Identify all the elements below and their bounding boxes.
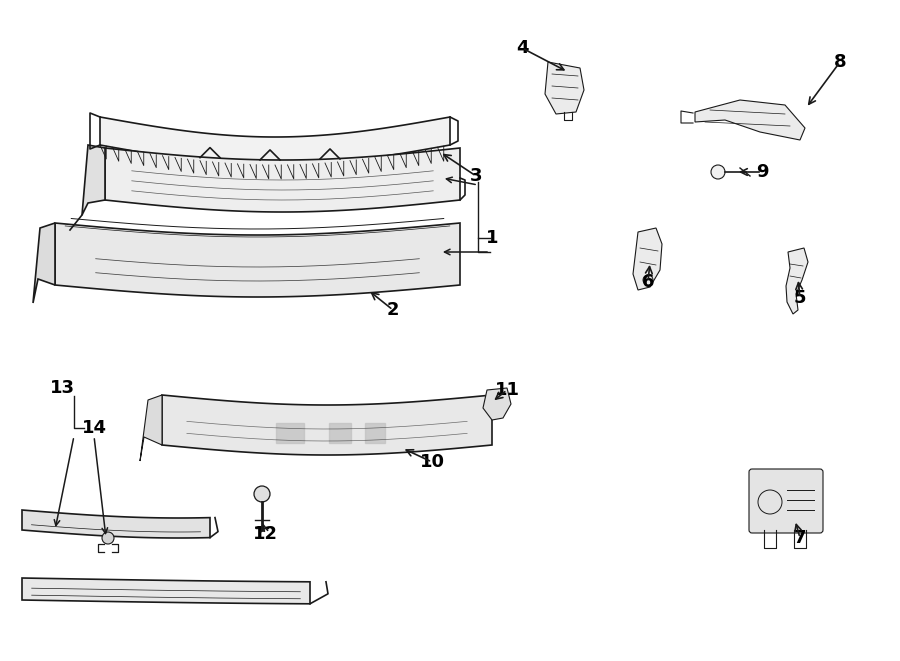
Polygon shape <box>55 223 460 297</box>
Polygon shape <box>162 395 492 455</box>
Text: 2: 2 <box>387 301 400 319</box>
Polygon shape <box>695 100 805 140</box>
Polygon shape <box>140 395 162 461</box>
Text: 1: 1 <box>486 229 499 247</box>
Polygon shape <box>105 148 460 212</box>
Polygon shape <box>365 423 385 443</box>
Text: 5: 5 <box>794 289 806 307</box>
Text: 10: 10 <box>419 453 445 471</box>
FancyBboxPatch shape <box>749 469 823 533</box>
Text: 3: 3 <box>470 167 482 185</box>
Polygon shape <box>33 223 55 303</box>
Circle shape <box>102 532 114 544</box>
Polygon shape <box>276 423 304 443</box>
Polygon shape <box>100 117 450 165</box>
Polygon shape <box>483 388 511 420</box>
Polygon shape <box>633 228 662 290</box>
Polygon shape <box>82 145 105 215</box>
Text: 12: 12 <box>253 525 277 543</box>
Text: 11: 11 <box>494 381 519 399</box>
Text: 4: 4 <box>516 39 528 57</box>
Polygon shape <box>545 62 584 114</box>
Polygon shape <box>329 423 351 443</box>
Circle shape <box>711 165 725 179</box>
Text: 7: 7 <box>794 529 806 547</box>
Polygon shape <box>22 578 310 603</box>
Polygon shape <box>786 248 808 314</box>
Text: 6: 6 <box>642 273 654 291</box>
Circle shape <box>254 486 270 502</box>
Text: 14: 14 <box>82 419 106 437</box>
Text: 8: 8 <box>833 53 846 71</box>
Text: 9: 9 <box>756 163 769 181</box>
Text: 13: 13 <box>50 379 75 397</box>
Polygon shape <box>22 510 210 538</box>
